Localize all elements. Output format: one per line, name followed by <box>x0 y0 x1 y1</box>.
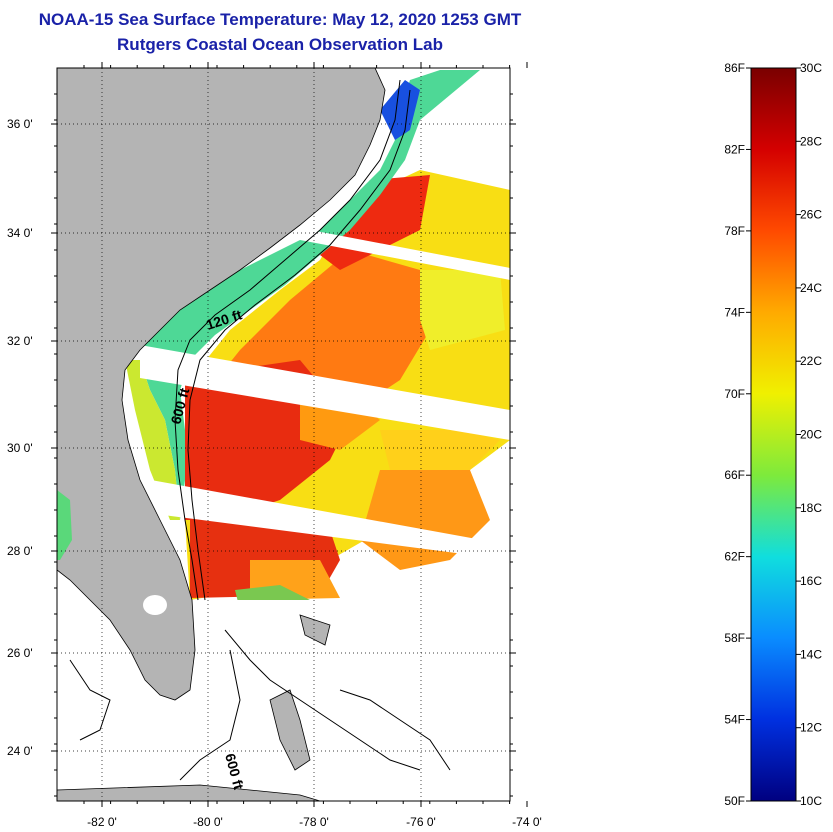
colorbar-label-c: 18C <box>800 501 822 515</box>
lat-tick-label: 30 0' <box>7 441 33 455</box>
colorbar-label-c: 26C <box>800 208 822 222</box>
lat-tick-label: 34 0' <box>7 226 33 240</box>
colorbar-label-f: 74F <box>724 305 745 319</box>
colorbar-label-f: 78F <box>724 224 745 238</box>
colorbar-label-c: 20C <box>800 428 822 442</box>
colorbar-label-f: 50F <box>724 794 745 808</box>
colorbar-label-f: 70F <box>724 387 745 401</box>
colorbar-label-f: 58F <box>724 631 745 645</box>
latitude-labels: 36 0' 34 0' 32 0' 30 0' 28 0' 26 0' 24 0' <box>7 117 33 758</box>
map-title: NOAA-15 Sea Surface Temperature: May 12,… <box>38 10 522 29</box>
map-border <box>56 67 511 802</box>
lat-tick-label: 36 0' <box>7 117 33 131</box>
map-subtitle: Rutgers Coastal Ocean Observation Lab <box>117 35 443 54</box>
colorbar-label-f: 54F <box>724 713 745 727</box>
cuba-coast <box>57 784 321 801</box>
shelf-water-warm <box>125 360 180 520</box>
lake-okeechobee <box>143 595 167 615</box>
longitude-labels: -82 0' -80 0' -78 0' -76 0' -74 0' <box>87 815 542 829</box>
colorbar-celsius-labels: 30C 28C 26C 24C 22C 20C 18C 16C 14C 12C 10C <box>796 61 822 808</box>
lat-tick-label: 28 0' <box>7 544 33 558</box>
land-mass <box>57 68 386 701</box>
colorbar-fahrenheit-labels: 86F 82F 78F 74F 70F 66F 62F 58F 54F 50F <box>724 61 751 808</box>
colorbar-label-f: 82F <box>724 142 745 156</box>
lat-tick-label: 32 0' <box>7 334 33 348</box>
colorbar-label-c: 10C <box>800 794 822 808</box>
colorbar-label-c: 16C <box>800 574 822 588</box>
bahamas-island <box>269 689 311 771</box>
lon-tick-label: -74 0' <box>512 815 542 829</box>
lon-tick-label: -80 0' <box>193 815 223 829</box>
lat-tick-label: 24 0' <box>7 744 33 758</box>
colorbar-label-c: 14C <box>800 647 822 661</box>
colorbar-label-f: 66F <box>724 468 745 482</box>
colorbar-label-c: 30C <box>800 61 822 75</box>
swath-gaps <box>140 228 510 560</box>
cold-water-patch <box>380 80 420 140</box>
gulf-water-patch <box>57 490 72 560</box>
colorbar-label-f: 86F <box>724 61 745 75</box>
colorbar <box>750 67 797 802</box>
colorbar-label-c: 12C <box>800 721 822 735</box>
lon-tick-label: -76 0' <box>406 815 436 829</box>
lat-tick-label: 26 0' <box>7 646 33 660</box>
colorbar-label-f: 62F <box>724 550 745 564</box>
bahamas-island <box>299 614 331 646</box>
colorbar-label-c: 28C <box>800 134 822 148</box>
map-ticks <box>51 62 528 807</box>
shelf-water <box>140 70 480 520</box>
bathymetry-contours <box>69 79 451 781</box>
lon-tick-label: -82 0' <box>87 815 117 829</box>
lon-tick-label: -78 0' <box>299 815 329 829</box>
colorbar-label-c: 24C <box>800 281 822 295</box>
colorbar-label-c: 22C <box>800 354 822 368</box>
